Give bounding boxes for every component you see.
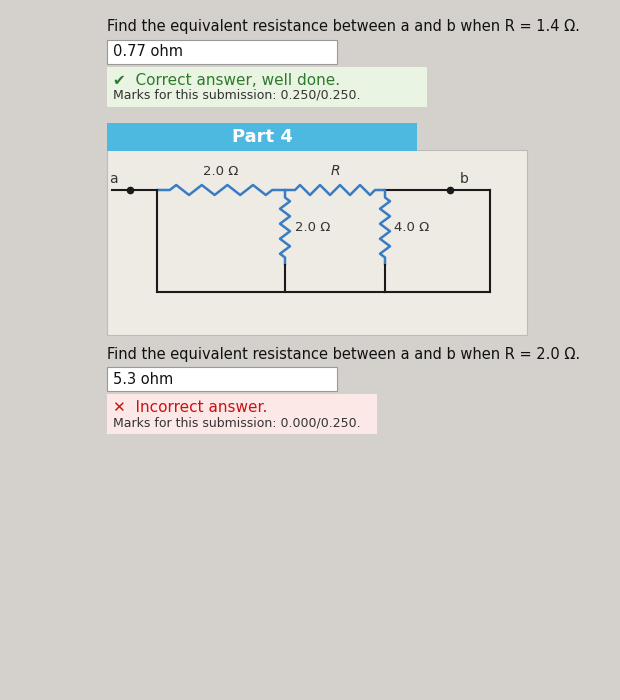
Text: a: a [109,172,118,186]
FancyBboxPatch shape [107,367,337,391]
Text: Part 4: Part 4 [231,128,293,146]
Text: Find the equivalent resistance between a and b when R = 1.4 Ω.: Find the equivalent resistance between a… [107,19,580,34]
Text: 2.0 Ω: 2.0 Ω [295,221,330,234]
FancyBboxPatch shape [107,150,527,335]
FancyBboxPatch shape [107,67,427,107]
Text: 5.3 ohm: 5.3 ohm [113,372,173,386]
Text: ✕  Incorrect answer.: ✕ Incorrect answer. [113,400,267,415]
FancyBboxPatch shape [107,123,417,151]
FancyBboxPatch shape [107,394,377,434]
Text: b: b [460,172,469,186]
Text: ✔  Correct answer, well done.: ✔ Correct answer, well done. [113,73,340,88]
Text: 4.0 Ω: 4.0 Ω [394,221,429,234]
Text: 0.77 ohm: 0.77 ohm [113,45,183,60]
FancyBboxPatch shape [107,40,337,64]
Text: R: R [330,164,340,178]
Text: Find the equivalent resistance between a and b when R = 2.0 Ω.: Find the equivalent resistance between a… [107,347,580,362]
Text: Marks for this submission: 0.250/0.250.: Marks for this submission: 0.250/0.250. [113,89,360,102]
Text: Marks for this submission: 0.000/0.250.: Marks for this submission: 0.000/0.250. [113,416,361,429]
Text: 2.0 Ω: 2.0 Ω [203,165,239,178]
